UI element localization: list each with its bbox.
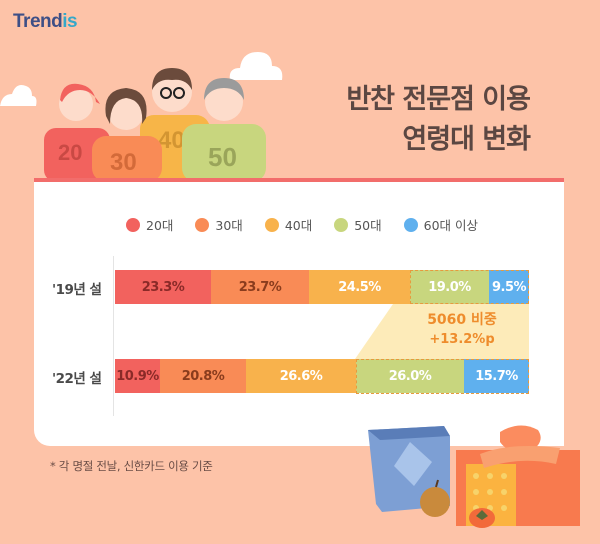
legend-label: 50대 xyxy=(354,218,382,233)
legend-dot-icon xyxy=(264,217,279,232)
svg-text:30: 30 xyxy=(110,149,137,176)
annotation-line-1: 5060 비중 xyxy=(427,312,497,328)
logo-accent-text: is xyxy=(62,11,78,32)
trendis-logo: Trendis xyxy=(13,11,78,33)
row-label-2022: '22년 설 xyxy=(52,371,102,387)
legend-dot-icon xyxy=(403,217,418,232)
legend-label: 20대 xyxy=(146,218,174,233)
bar-segment-20s: 23.3% xyxy=(115,270,211,304)
legend-item-20s: 20대 xyxy=(126,215,173,234)
bar-segment-30s: 20.8% xyxy=(160,359,246,393)
legend-item-60s-plus: 60대 이상 xyxy=(403,215,479,234)
bar-2019: 23.3% 23.7% 24.5% 19.0% 9.5% xyxy=(115,270,529,304)
legend-dot-icon xyxy=(195,217,210,232)
legend-label: 30대 xyxy=(215,218,243,233)
bar-segment-50s: 19.0% xyxy=(410,270,489,304)
bar-2022: 10.9% 20.8% 26.6% 26.0% 15.7% xyxy=(115,359,529,393)
bar-segment-40s: 26.6% xyxy=(246,359,356,393)
legend-dot-icon xyxy=(334,217,349,232)
bar-segment-60s-plus: 9.5% xyxy=(489,270,529,304)
legend-label: 60대 이상 xyxy=(423,218,479,233)
legend-dot-icon xyxy=(126,217,140,232)
legend-label: 40대 xyxy=(284,218,313,233)
bar-segment-60s-plus: 15.7% xyxy=(464,359,529,393)
logo-text: Trend xyxy=(13,11,63,32)
svg-text:50: 50 xyxy=(208,142,237,172)
gift-boxes-illustration xyxy=(368,425,580,528)
bar-segment-50s: 26.0% xyxy=(356,359,464,393)
svg-text:40: 40 xyxy=(158,127,185,154)
annotation-5060: 5060 비중 +13.2%p xyxy=(395,310,529,350)
cloud-icon xyxy=(0,85,37,106)
bar-segment-40s: 24.5% xyxy=(309,270,410,304)
title-line-2: 연령대 변화 xyxy=(402,124,531,155)
axis-line xyxy=(113,256,114,416)
cloud-icon xyxy=(229,52,283,80)
footnote: * 각 명절 전날, 신한카드 이용 기준 xyxy=(50,459,213,473)
people-illustration: 40 20 30 50 xyxy=(44,68,266,182)
chart-legend: 20대 30대 40대 50대 60대 이상 xyxy=(126,215,478,234)
legend-item-40s: 40대 xyxy=(264,215,313,234)
legend-item-30s: 30대 xyxy=(195,215,243,234)
bar-segment-20s: 10.9% xyxy=(115,359,160,393)
title-line-1: 반찬 전문점 이용 xyxy=(346,84,531,115)
legend-item-50s: 50대 xyxy=(334,215,382,234)
bar-segment-30s: 23.7% xyxy=(211,270,309,304)
svg-text:20: 20 xyxy=(58,140,82,165)
annotation-line-2: +13.2%p xyxy=(429,332,495,347)
page-title: 반찬 전문점 이용 연령대 변화 xyxy=(346,80,531,160)
row-label-2019: '19년 설 xyxy=(52,282,102,298)
